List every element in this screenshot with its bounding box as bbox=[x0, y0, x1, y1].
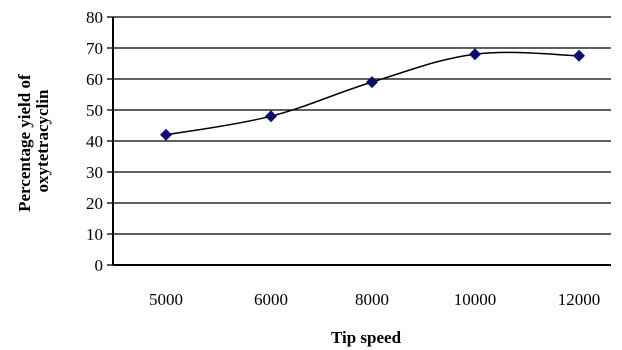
y-tick-label: 50 bbox=[86, 101, 103, 120]
y-tick-label: 40 bbox=[86, 132, 103, 151]
y-axis-title-line2: oxytetracyclin bbox=[33, 89, 52, 192]
y-tick-label: 60 bbox=[86, 70, 103, 89]
y-tick-label: 30 bbox=[86, 163, 103, 182]
y-axis-title-line1: Percentage yield of bbox=[15, 74, 34, 212]
x-tick-labels: 5000 6000 8000 10000 12000 bbox=[149, 290, 600, 309]
x-tick-label: 6000 bbox=[254, 290, 288, 309]
data-point-marker bbox=[265, 110, 277, 123]
y-tick-labels: 0 10 20 30 40 50 60 70 80 bbox=[86, 8, 103, 275]
x-tick-label: 12000 bbox=[558, 290, 601, 309]
x-tick-label: 8000 bbox=[355, 290, 389, 309]
series-markers bbox=[160, 48, 585, 141]
y-tick-label: 20 bbox=[86, 194, 103, 213]
y-tick-label: 70 bbox=[86, 39, 103, 58]
data-point-marker bbox=[366, 76, 378, 89]
data-point-marker bbox=[573, 49, 585, 62]
y-tick-label: 10 bbox=[86, 225, 103, 244]
gridlines bbox=[107, 16, 611, 266]
x-tick-label: 10000 bbox=[454, 290, 497, 309]
series-line bbox=[165, 51, 580, 136]
data-point-marker bbox=[160, 128, 172, 141]
data-point-marker bbox=[469, 48, 481, 61]
y-tick-label: 80 bbox=[86, 8, 103, 27]
x-axis-title: Tip speed bbox=[331, 328, 402, 347]
y-axis-title: Percentage yield of oxytetracyclin bbox=[15, 70, 52, 212]
x-tick-label: 5000 bbox=[149, 290, 183, 309]
y-tick-label: 0 bbox=[95, 256, 104, 275]
